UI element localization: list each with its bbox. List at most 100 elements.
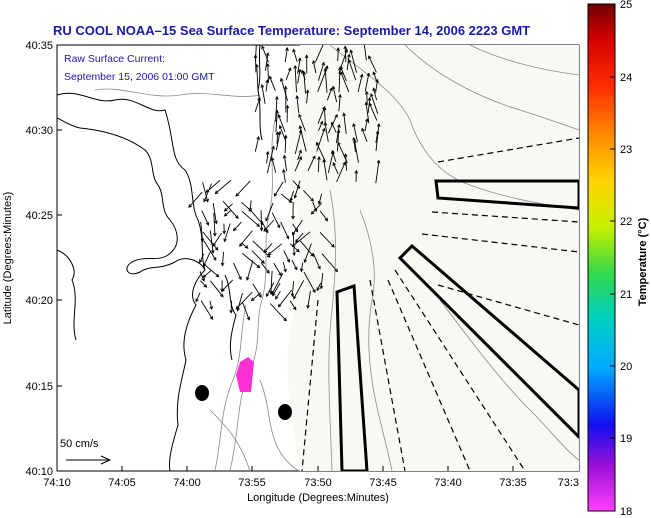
- current-vector-head: [372, 71, 376, 76]
- current-vector-head: [235, 215, 239, 220]
- current-vector-head: [223, 238, 227, 243]
- x-tick-label: 74:00: [173, 477, 201, 489]
- current-vector: [278, 289, 293, 308]
- current-vector-head: [235, 305, 240, 310]
- current-vector-head: [274, 192, 278, 197]
- current-vector-head: [305, 89, 310, 94]
- current-vector-head: [214, 190, 219, 195]
- current-vector: [209, 300, 213, 310]
- current-vector-head: [238, 276, 242, 281]
- current-vector: [252, 283, 262, 298]
- current-vector: [200, 221, 204, 242]
- current-vector-head: [283, 134, 288, 139]
- current-vector-head: [353, 139, 357, 144]
- current-vector: [307, 290, 311, 309]
- current-vector-head: [223, 208, 228, 212]
- current-vector-head: [343, 45, 348, 50]
- current-vector-head: [321, 61, 325, 66]
- current-vector-head: [214, 246, 219, 251]
- current-vector: [275, 290, 281, 300]
- current-vector-head: [265, 52, 270, 56]
- current-vector: [319, 210, 328, 221]
- current-vector-head: [299, 268, 304, 273]
- current-vector: [345, 154, 347, 171]
- current-vector-head: [298, 149, 302, 154]
- current-vector: [320, 273, 324, 289]
- current-vector: [283, 169, 286, 183]
- current-vector: [224, 210, 231, 217]
- current-vector: [302, 189, 314, 202]
- station-marker-east: [278, 404, 292, 420]
- ocean-area: [287, 45, 579, 471]
- current-vector-head: [376, 159, 381, 164]
- chart-title: RU COOL NOAA–15 Sea Surface Temperature:…: [53, 23, 530, 38]
- current-vector-head: [223, 212, 228, 217]
- current-vector: [223, 223, 231, 242]
- current-vector: [233, 221, 242, 231]
- current-vector: [299, 125, 307, 152]
- colorbar: [587, 3, 616, 512]
- current-vector: [282, 261, 287, 272]
- current-vector: [285, 67, 291, 81]
- current-vector: [299, 240, 314, 257]
- current-vector: [338, 67, 341, 93]
- sst-patch: [236, 357, 254, 392]
- map-content: [57, 45, 579, 471]
- current-vector-head: [366, 72, 371, 77]
- current-vector-head: [330, 150, 335, 155]
- y-tick-label: 40:15: [25, 381, 53, 393]
- current-vector-head: [211, 250, 215, 254]
- current-vector-head: [298, 125, 303, 130]
- current-vector-head: [315, 141, 320, 146]
- y-tick-label: 40:10: [25, 466, 53, 478]
- current-vector-head: [368, 102, 373, 107]
- current-vector: [303, 71, 306, 94]
- current-vector-head: [372, 87, 376, 92]
- current-vector-head: [361, 127, 365, 132]
- current-vector-head: [290, 293, 295, 298]
- current-vector-head: [295, 248, 300, 253]
- current-vector: [292, 180, 301, 189]
- current-vector: [365, 102, 370, 124]
- current-vector-head: [292, 48, 296, 53]
- current-vector-head: [261, 45, 265, 50]
- current-vector-head: [266, 62, 270, 67]
- current-vector-head: [220, 262, 225, 267]
- current-vector: [203, 250, 212, 267]
- current-vector: [311, 202, 322, 215]
- x-tick-label: 73:55: [238, 477, 266, 489]
- current-vector: [317, 156, 320, 173]
- current-vector-head: [285, 104, 290, 109]
- current-vector-head: [239, 243, 243, 247]
- current-vector-head: [295, 239, 299, 243]
- current-vector-head: [338, 93, 342, 98]
- x-tick-label: 74:10: [43, 477, 71, 489]
- current-vector-head: [347, 53, 351, 58]
- current-vector: [316, 142, 326, 162]
- current-vector-head: [244, 245, 249, 249]
- current-vector-head: [283, 317, 287, 322]
- current-vector: [213, 212, 216, 236]
- current-vector: [331, 122, 337, 133]
- current-vector: [332, 162, 339, 175]
- current-vector: [254, 136, 260, 152]
- current-vector-head: [302, 70, 306, 75]
- current-vector: [336, 130, 340, 152]
- colorbar-tick-label: 20: [620, 361, 632, 373]
- current-vector: [316, 128, 325, 152]
- current-note-line1: Raw Surface Current:: [64, 53, 165, 65]
- current-vector-head: [271, 145, 275, 150]
- current-vector: [242, 252, 260, 268]
- current-vector: [354, 140, 359, 163]
- current-vector-head: [276, 224, 281, 229]
- current-vector: [343, 113, 347, 134]
- current-vector-head: [332, 162, 336, 166]
- current-vector: [292, 219, 303, 236]
- current-vector-head: [275, 295, 279, 300]
- current-vector-head: [266, 269, 270, 274]
- current-vector: [266, 282, 275, 297]
- colorbar-tick-label: 25: [620, 0, 632, 11]
- current-vector: [292, 223, 298, 232]
- current-vector: [221, 251, 225, 266]
- current-vector: [316, 282, 322, 291]
